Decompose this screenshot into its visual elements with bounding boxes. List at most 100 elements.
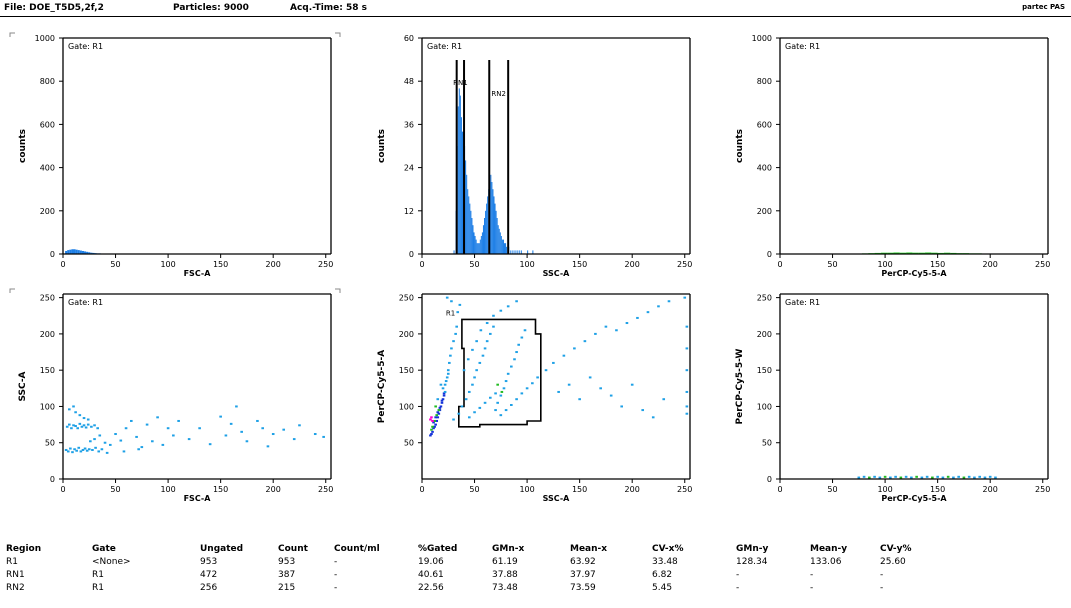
scatter-point [492, 325, 495, 328]
scatter-point [504, 409, 508, 412]
scatter-point [609, 394, 613, 397]
x-tick-label: 200 [625, 260, 640, 269]
x-tick-label: 100 [519, 485, 534, 494]
scatter-point [434, 416, 437, 419]
stats-cell: Ungated [200, 544, 244, 554]
histogram-bar [69, 249, 72, 254]
scatter-point [114, 433, 117, 436]
scatter-point [878, 476, 882, 479]
x-axis-label: FSC-A [184, 269, 212, 278]
scatter-point [97, 450, 101, 453]
histogram-bar [482, 225, 485, 254]
scatter-point [64, 448, 68, 451]
scatter-point [430, 433, 433, 436]
y-tick-label: 0 [409, 250, 414, 259]
scatter-point [73, 448, 76, 451]
histogram-bar [485, 210, 487, 254]
scatter-point [119, 439, 123, 442]
scatter-point [513, 358, 516, 361]
y-tick-label: 0 [767, 475, 772, 484]
histogram-bar [496, 218, 498, 254]
y-tick-label: 250 [399, 294, 414, 303]
stats-row: R1 <None> 953 953 - 19.06 61.19 63.92 33.48 128.3… [0, 557, 1071, 569]
scatter-point [298, 424, 301, 427]
scatter-point [456, 311, 460, 314]
panel-corner [9, 288, 15, 293]
scatter-point [435, 419, 439, 422]
scatter-point [198, 427, 201, 430]
scatter-point [80, 425, 84, 428]
scatter-point [446, 372, 450, 375]
scatter-point [685, 405, 689, 408]
scatter-point [441, 398, 445, 401]
scatter-point [435, 414, 439, 417]
stats-cell: 33.48 [652, 557, 678, 567]
scatter-point [450, 347, 453, 350]
x-tick-label: 100 [877, 260, 892, 269]
scatter-point [625, 322, 629, 325]
scatter-point [920, 476, 924, 479]
scatter-point [557, 390, 560, 393]
y-tick-label: 200 [757, 330, 772, 339]
y-tick-label: 200 [757, 207, 772, 216]
scatter-point [460, 405, 464, 408]
scatter-point [454, 332, 457, 335]
scatter-point [458, 303, 462, 306]
scatter-point [910, 476, 913, 479]
scatter-point [161, 443, 165, 446]
scatter-point [520, 392, 524, 395]
scatter-point [457, 412, 461, 415]
histogram-bar [503, 243, 506, 254]
scatter-point [433, 419, 436, 422]
stats-cell: Mean-x [570, 544, 608, 554]
scatter-point [444, 380, 448, 383]
scatter-point [98, 434, 102, 437]
scatter-point [685, 390, 689, 393]
x-tick-label: 250 [318, 260, 333, 269]
scatter-point [552, 361, 555, 364]
scatter-point [667, 300, 671, 303]
histogram-bar [495, 210, 497, 254]
y-tick-label: 0 [767, 250, 772, 259]
stats-cell: GMn-x [492, 544, 525, 554]
scatter-point [429, 434, 432, 437]
stats-cell: 22.56 [418, 583, 444, 593]
y-tick-label: 1000 [35, 34, 55, 43]
x-tick-label: 150 [930, 485, 945, 494]
scatter-point [973, 476, 976, 479]
scatter-point [510, 404, 513, 406]
gate-label: Gate: R1 [68, 42, 103, 51]
stats-cell: - [880, 583, 884, 593]
y-tick-label: 400 [40, 164, 55, 173]
y-tick-label: 50 [762, 439, 772, 448]
histogram-bar [480, 236, 482, 254]
scatter-point [646, 311, 650, 314]
scatter-point [84, 426, 88, 429]
scatter-point [515, 398, 518, 401]
scatter-point [235, 405, 238, 408]
scatter-point [868, 476, 871, 479]
plot-p2: 0 50 100 150 200 250 0 12 24 36 48 60 SSC-A counts Gat… [377, 34, 692, 278]
scatter-point [494, 392, 497, 395]
scatter-point [983, 476, 987, 479]
scatter-point [455, 325, 458, 328]
scatter-point [452, 418, 455, 421]
scatter-point [492, 314, 495, 317]
scatter-point [103, 441, 107, 444]
scatter-point [685, 412, 689, 415]
y-tick-label: 200 [399, 330, 414, 339]
x-axis-label: SSC-A [543, 494, 571, 503]
stats-cell: 37.97 [570, 570, 596, 580]
histogram-bar [499, 232, 501, 254]
scatter-point [475, 369, 478, 372]
scatter-point [489, 332, 492, 335]
histogram-bar [497, 225, 499, 254]
stats-cell: - [334, 570, 338, 580]
scatter-point [520, 336, 524, 339]
histogram-bar [73, 249, 76, 254]
scatter-point [483, 347, 487, 350]
scatter-point [151, 440, 154, 443]
scatter-point [496, 383, 499, 386]
gate-label: Gate: R1 [68, 298, 103, 307]
scatter-point [86, 423, 90, 426]
